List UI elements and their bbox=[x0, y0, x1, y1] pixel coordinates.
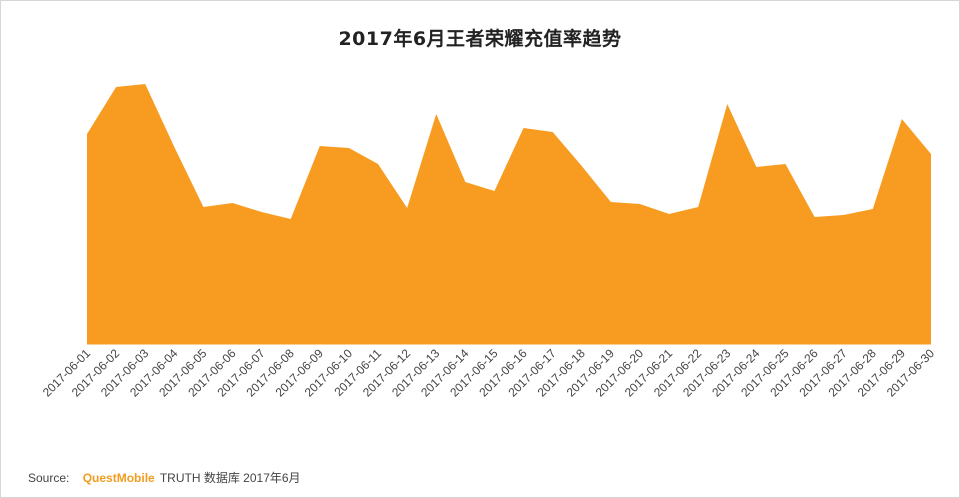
source-brand: QuestMobile bbox=[82, 471, 155, 485]
chart-title: 2017年6月王者荣耀充值率趋势 bbox=[338, 28, 622, 50]
source-note: Source: QuestMobile TRUTH 数据库 2017年6月 bbox=[28, 469, 301, 486]
source-prefix: Source: bbox=[28, 471, 70, 485]
area-series bbox=[87, 84, 931, 344]
source-text: TRUTH 数据库 2017年6月 bbox=[159, 471, 301, 485]
x-axis-ticks: 2017-06-012017-06-022017-06-032017-06-04… bbox=[40, 346, 938, 400]
